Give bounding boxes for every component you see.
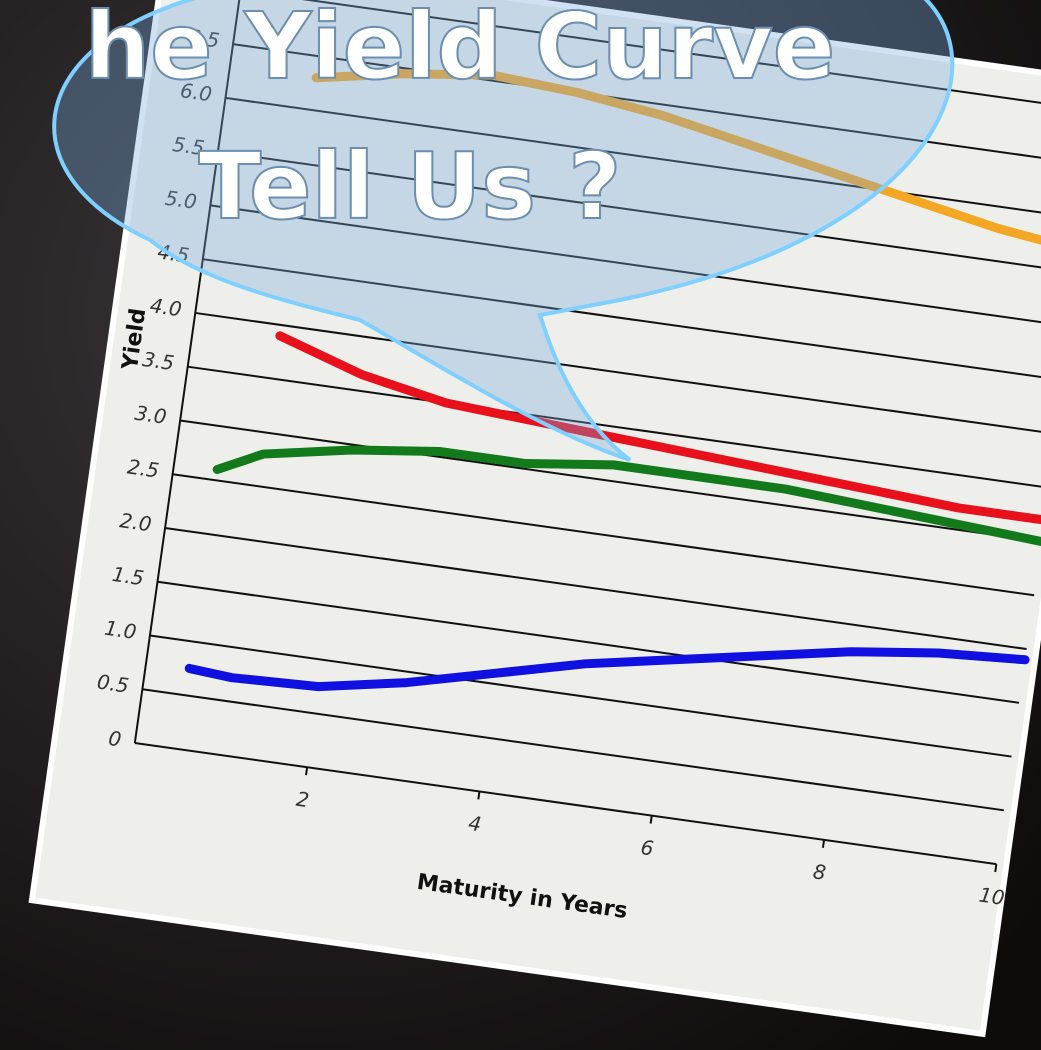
x-tick <box>649 815 653 824</box>
grid-line <box>187 365 1041 489</box>
grid-line <box>225 96 1041 220</box>
series-line <box>212 445 1041 547</box>
y-axis <box>133 0 242 744</box>
x-tick <box>821 839 826 848</box>
series-line <box>311 69 1041 256</box>
grid-line <box>240 0 1041 113</box>
x-tick <box>994 863 998 873</box>
grid-line <box>202 258 1041 382</box>
x-tick-label: 8 <box>812 859 828 885</box>
y-tick-label: 0.5 <box>96 669 131 697</box>
y-tick-label: 6.5 <box>186 24 221 52</box>
x-tick <box>305 767 309 776</box>
grid-line <box>180 419 1041 543</box>
series-line <box>184 647 1030 692</box>
grid-line <box>210 204 1041 328</box>
y-tick-label: 6.0 <box>179 78 214 106</box>
chart-panel: Yield Maturity in Years 00.51.01.52.02.5… <box>28 0 1041 1038</box>
grid-line <box>232 43 1041 167</box>
y-tick-label: 3.5 <box>141 347 176 375</box>
x-tick-label: 2 <box>295 787 311 813</box>
x-tick-label: 4 <box>467 811 483 837</box>
y-tick-label: 2.0 <box>118 508 153 536</box>
y-tick-label: 4.0 <box>148 293 183 321</box>
grid-line <box>149 634 1012 758</box>
grid-line <box>217 150 1041 274</box>
x-tick-label: 10 <box>978 883 1007 910</box>
y-tick-label: 0 <box>107 726 123 752</box>
y-tick-label: 1.5 <box>111 562 146 590</box>
grid-line <box>134 742 997 866</box>
speech-bubble: he Yield Curve Tell Us ? <box>52 0 955 462</box>
y-tick-label: 3.0 <box>133 401 168 429</box>
screen <box>28 0 1041 1038</box>
annotation: he Yield Curve <box>85 0 836 100</box>
annotation: Tell Us ? <box>199 133 622 240</box>
grid-line <box>172 473 1035 597</box>
grid-line <box>142 688 1005 812</box>
y-tick-label: 1.0 <box>103 616 138 644</box>
grid-line <box>164 526 1027 651</box>
grid-line <box>195 311 1041 436</box>
bubble-shape <box>52 0 955 462</box>
y-tick-label: 5.5 <box>171 132 206 160</box>
series-line <box>275 331 1041 525</box>
y-tick-label: 5.0 <box>164 186 199 214</box>
grid-line <box>157 580 1020 704</box>
y-tick-label: 2.5 <box>126 454 161 482</box>
x-tick-label: 6 <box>639 835 655 861</box>
x-tick <box>477 791 481 800</box>
